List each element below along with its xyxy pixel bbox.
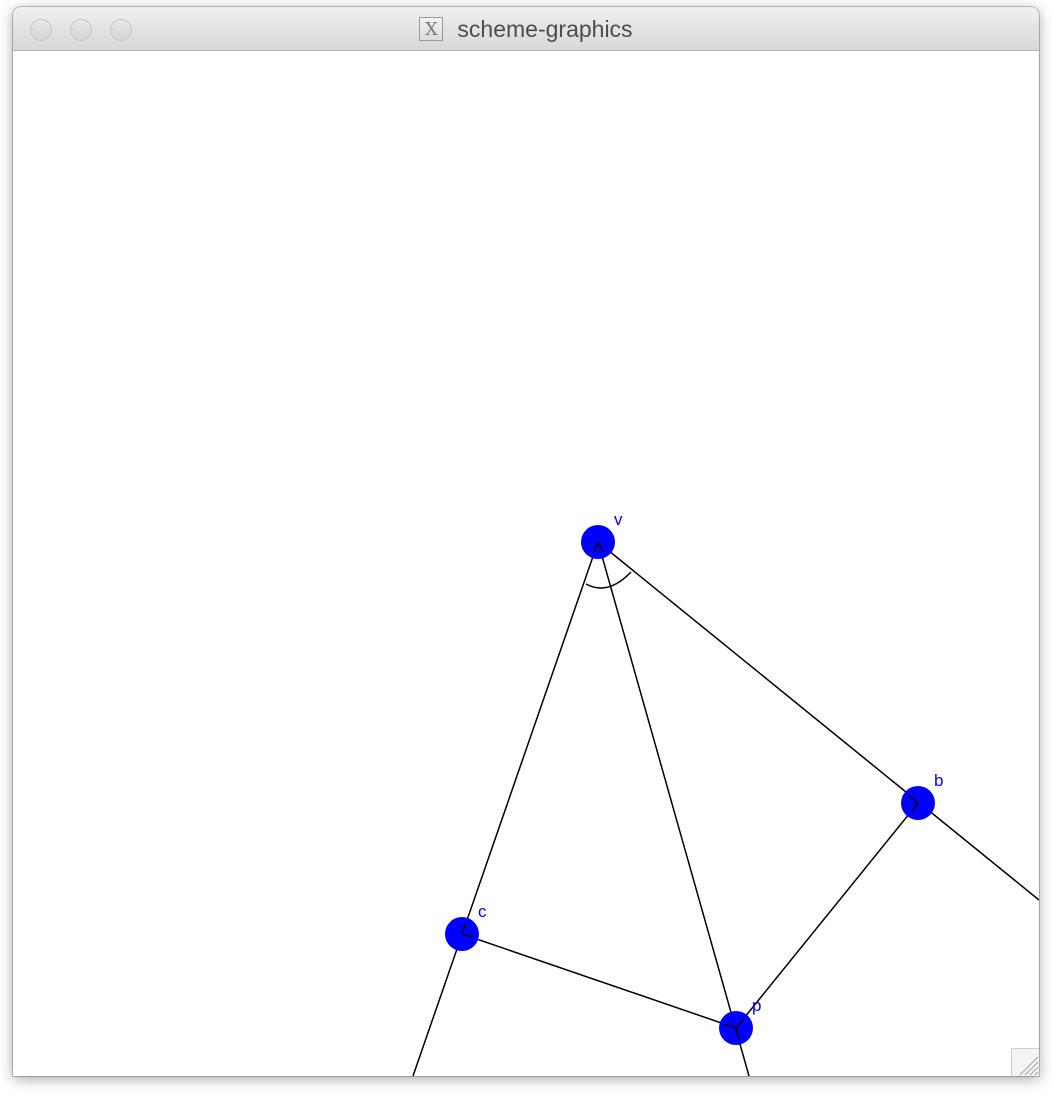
resize-handle[interactable] xyxy=(1011,1048,1039,1076)
point-b-ticks xyxy=(907,794,919,813)
point-p[interactable]: p xyxy=(719,996,761,1045)
zoom-button[interactable] xyxy=(110,19,132,41)
line-v-p xyxy=(597,541,750,1076)
line-c-p xyxy=(461,933,737,1029)
line-v-b xyxy=(597,541,1039,901)
point-v-ticks xyxy=(593,541,604,553)
point-c-ticks xyxy=(461,922,474,938)
title-bar[interactable]: X scheme-graphics xyxy=(13,7,1039,51)
point-b[interactable]: b xyxy=(901,771,943,820)
window-title: scheme-graphics xyxy=(457,15,633,42)
point-c-label: c xyxy=(478,902,487,921)
resize-grip-icon xyxy=(1019,1056,1039,1076)
point-p-ticks xyxy=(723,1018,745,1041)
graphics-canvas[interactable]: v b c p xyxy=(13,51,1039,1076)
point-b-label: b xyxy=(934,771,943,790)
title-group: X scheme-graphics xyxy=(13,7,1039,51)
angle-arc-at-v xyxy=(585,571,632,589)
drawing-surface: v b c p xyxy=(412,510,1039,1076)
point-v-label: v xyxy=(614,510,623,529)
point-p-label: p xyxy=(752,996,761,1015)
point-v[interactable]: v xyxy=(581,510,623,559)
point-c[interactable]: c xyxy=(445,902,487,951)
close-button[interactable] xyxy=(30,19,52,41)
line-v-c xyxy=(412,541,599,1076)
scheme-graphics-window: X scheme-graphics v b xyxy=(13,7,1039,1076)
line-b-p xyxy=(735,802,919,1029)
minimize-button[interactable] xyxy=(70,19,92,41)
x11-icon: X xyxy=(419,17,444,41)
